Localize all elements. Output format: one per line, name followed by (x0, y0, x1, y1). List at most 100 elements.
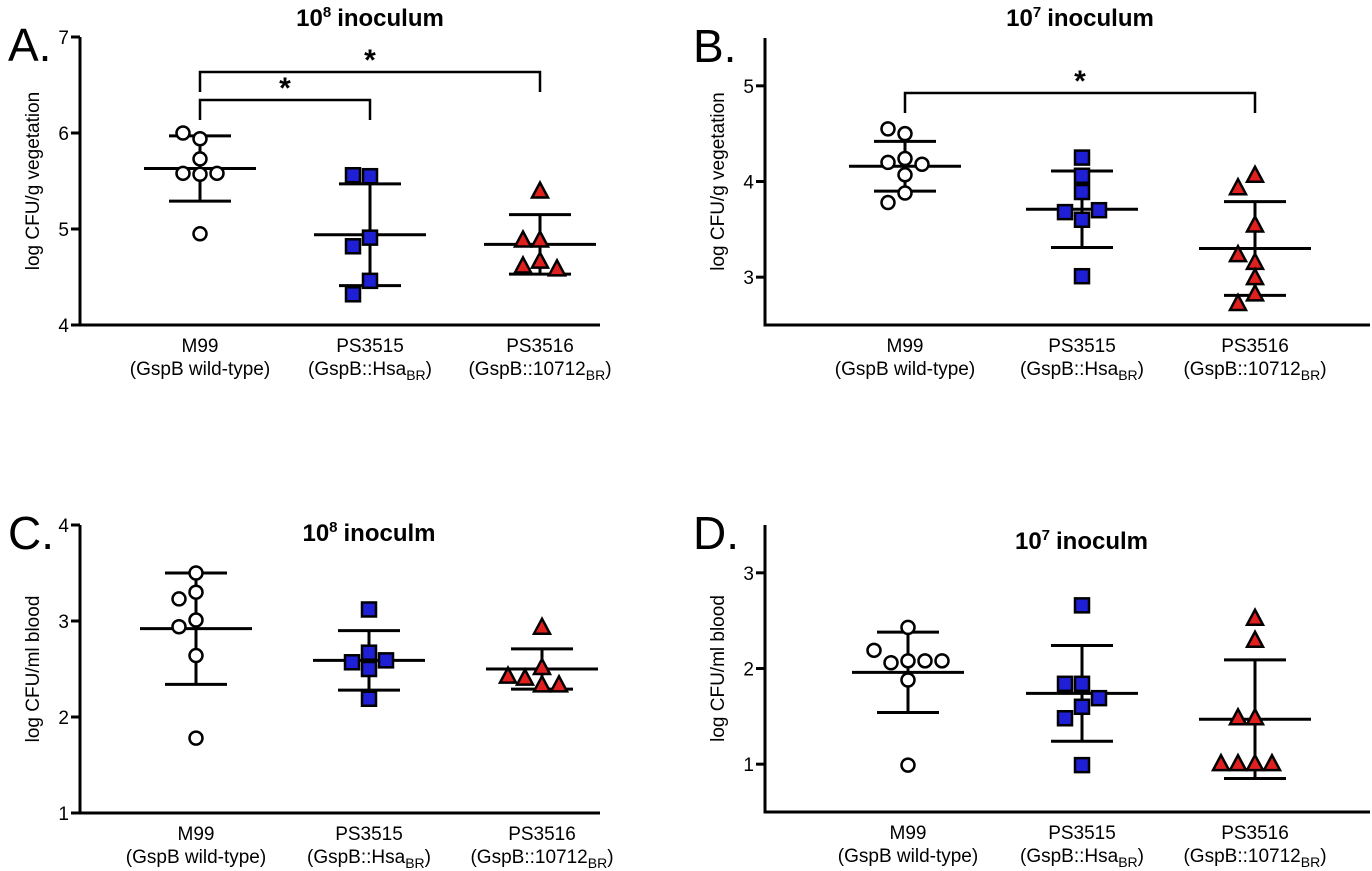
data-point (171, 619, 187, 635)
data-point (192, 131, 208, 147)
data-point (360, 601, 378, 618)
data-point (1073, 167, 1091, 185)
data-point (192, 151, 208, 167)
data-point (192, 226, 208, 242)
y-tick-label: 3 (743, 564, 754, 585)
title-text: inoculm (344, 520, 436, 547)
data-point (531, 656, 553, 676)
y-tick-label: 2 (743, 660, 754, 681)
data-point (1210, 752, 1232, 772)
x-tick-label: M99 (890, 823, 927, 844)
data-point (497, 665, 519, 684)
detail: (GspB wild-type) (838, 846, 978, 867)
chart-title: 107 inoculm (1015, 527, 1148, 555)
detail: (GspB::Hsa (308, 359, 407, 380)
detail-subscript: BR (588, 855, 607, 871)
data-point (880, 121, 896, 137)
data-point (897, 125, 913, 142)
data-point (1244, 164, 1266, 184)
data-point (1227, 706, 1249, 726)
data-point (546, 257, 568, 277)
detail-end: ) (426, 359, 432, 380)
y-axis-label: log CFU/g vegetation (23, 92, 44, 271)
data-point (1227, 292, 1249, 312)
data-point (1073, 675, 1091, 693)
data-point (897, 167, 913, 183)
detail-subscript: BR (1301, 367, 1320, 383)
x-tick-label: PS3516 (1221, 336, 1289, 357)
significance-bracket (198, 70, 542, 92)
data-point (1261, 752, 1283, 772)
x-tick-label: M99 (178, 824, 215, 845)
x-tick-label: PS3515 (336, 336, 404, 357)
title-base: 10 (1006, 5, 1033, 32)
data-point (344, 238, 362, 255)
x-tick-detail: (GspB wild-type) (835, 359, 975, 380)
y-tick-label: 7 (58, 28, 69, 49)
y-axis-label: log CFU/ml blood (23, 596, 44, 743)
data-point (209, 165, 225, 182)
x-tick-detail: (GspB::10712BR) (1183, 846, 1326, 870)
y-tick-label: 4 (58, 516, 69, 537)
x-tick-label: M99 (887, 336, 924, 357)
detail: (GspB::Hsa (1020, 846, 1119, 867)
y-tick-label: 4 (58, 316, 69, 337)
data-point (1073, 698, 1091, 716)
data-point (1227, 752, 1249, 772)
data-point (880, 154, 896, 171)
data-point (529, 249, 551, 269)
data-point (1073, 149, 1091, 166)
significance-label: * (279, 72, 291, 105)
data-point (900, 757, 916, 773)
detail-subscript: BR (1301, 854, 1320, 870)
title-base: 10 (302, 520, 329, 547)
data-point (1073, 211, 1091, 229)
data-point (1073, 597, 1091, 614)
y-tick-label: 1 (743, 755, 754, 776)
x-tick-label: PS3516 (506, 336, 574, 357)
x-tick-detail: (GspB::10712BR) (468, 359, 611, 383)
detail-subscript: BR (406, 367, 425, 383)
title-base: 10 (1015, 528, 1042, 555)
detail: (GspB wild-type) (130, 359, 270, 380)
data-point (917, 653, 933, 669)
panel-label: D. (693, 507, 739, 559)
data-point (900, 672, 916, 688)
data-point (1056, 709, 1074, 727)
data-point (192, 166, 208, 183)
y-tick-label: 2 (58, 708, 69, 729)
y-tick-label: 5 (58, 220, 69, 241)
data-point (548, 673, 570, 693)
data-point (866, 642, 882, 659)
x-tick-detail: (GspB wild-type) (126, 847, 266, 868)
data-point (1056, 675, 1074, 693)
data-point (1073, 183, 1091, 201)
detail: (GspB::10712 (1183, 846, 1300, 867)
detail-end: ) (425, 847, 431, 868)
data-point (361, 229, 379, 246)
title-text: inoculum (337, 5, 444, 32)
detail-end: ) (1320, 846, 1326, 867)
data-point (1244, 282, 1266, 302)
data-point (1244, 706, 1266, 726)
data-point (188, 584, 204, 600)
data-point (175, 165, 191, 182)
data-point (1090, 201, 1108, 219)
detail-subscript: BR (586, 367, 605, 383)
data-point (1073, 756, 1091, 774)
data-point (377, 652, 395, 669)
data-point (883, 655, 899, 671)
significance-bracket (198, 98, 372, 120)
data-point (531, 673, 553, 693)
detail: (GspB::10712 (1183, 359, 1300, 380)
y-tick-label: 3 (58, 612, 69, 633)
data-point (529, 179, 551, 199)
significance-label: * (1074, 65, 1086, 98)
data-point (1227, 243, 1249, 263)
detail-end: ) (1138, 359, 1144, 380)
y-tick-label: 1 (58, 804, 69, 825)
